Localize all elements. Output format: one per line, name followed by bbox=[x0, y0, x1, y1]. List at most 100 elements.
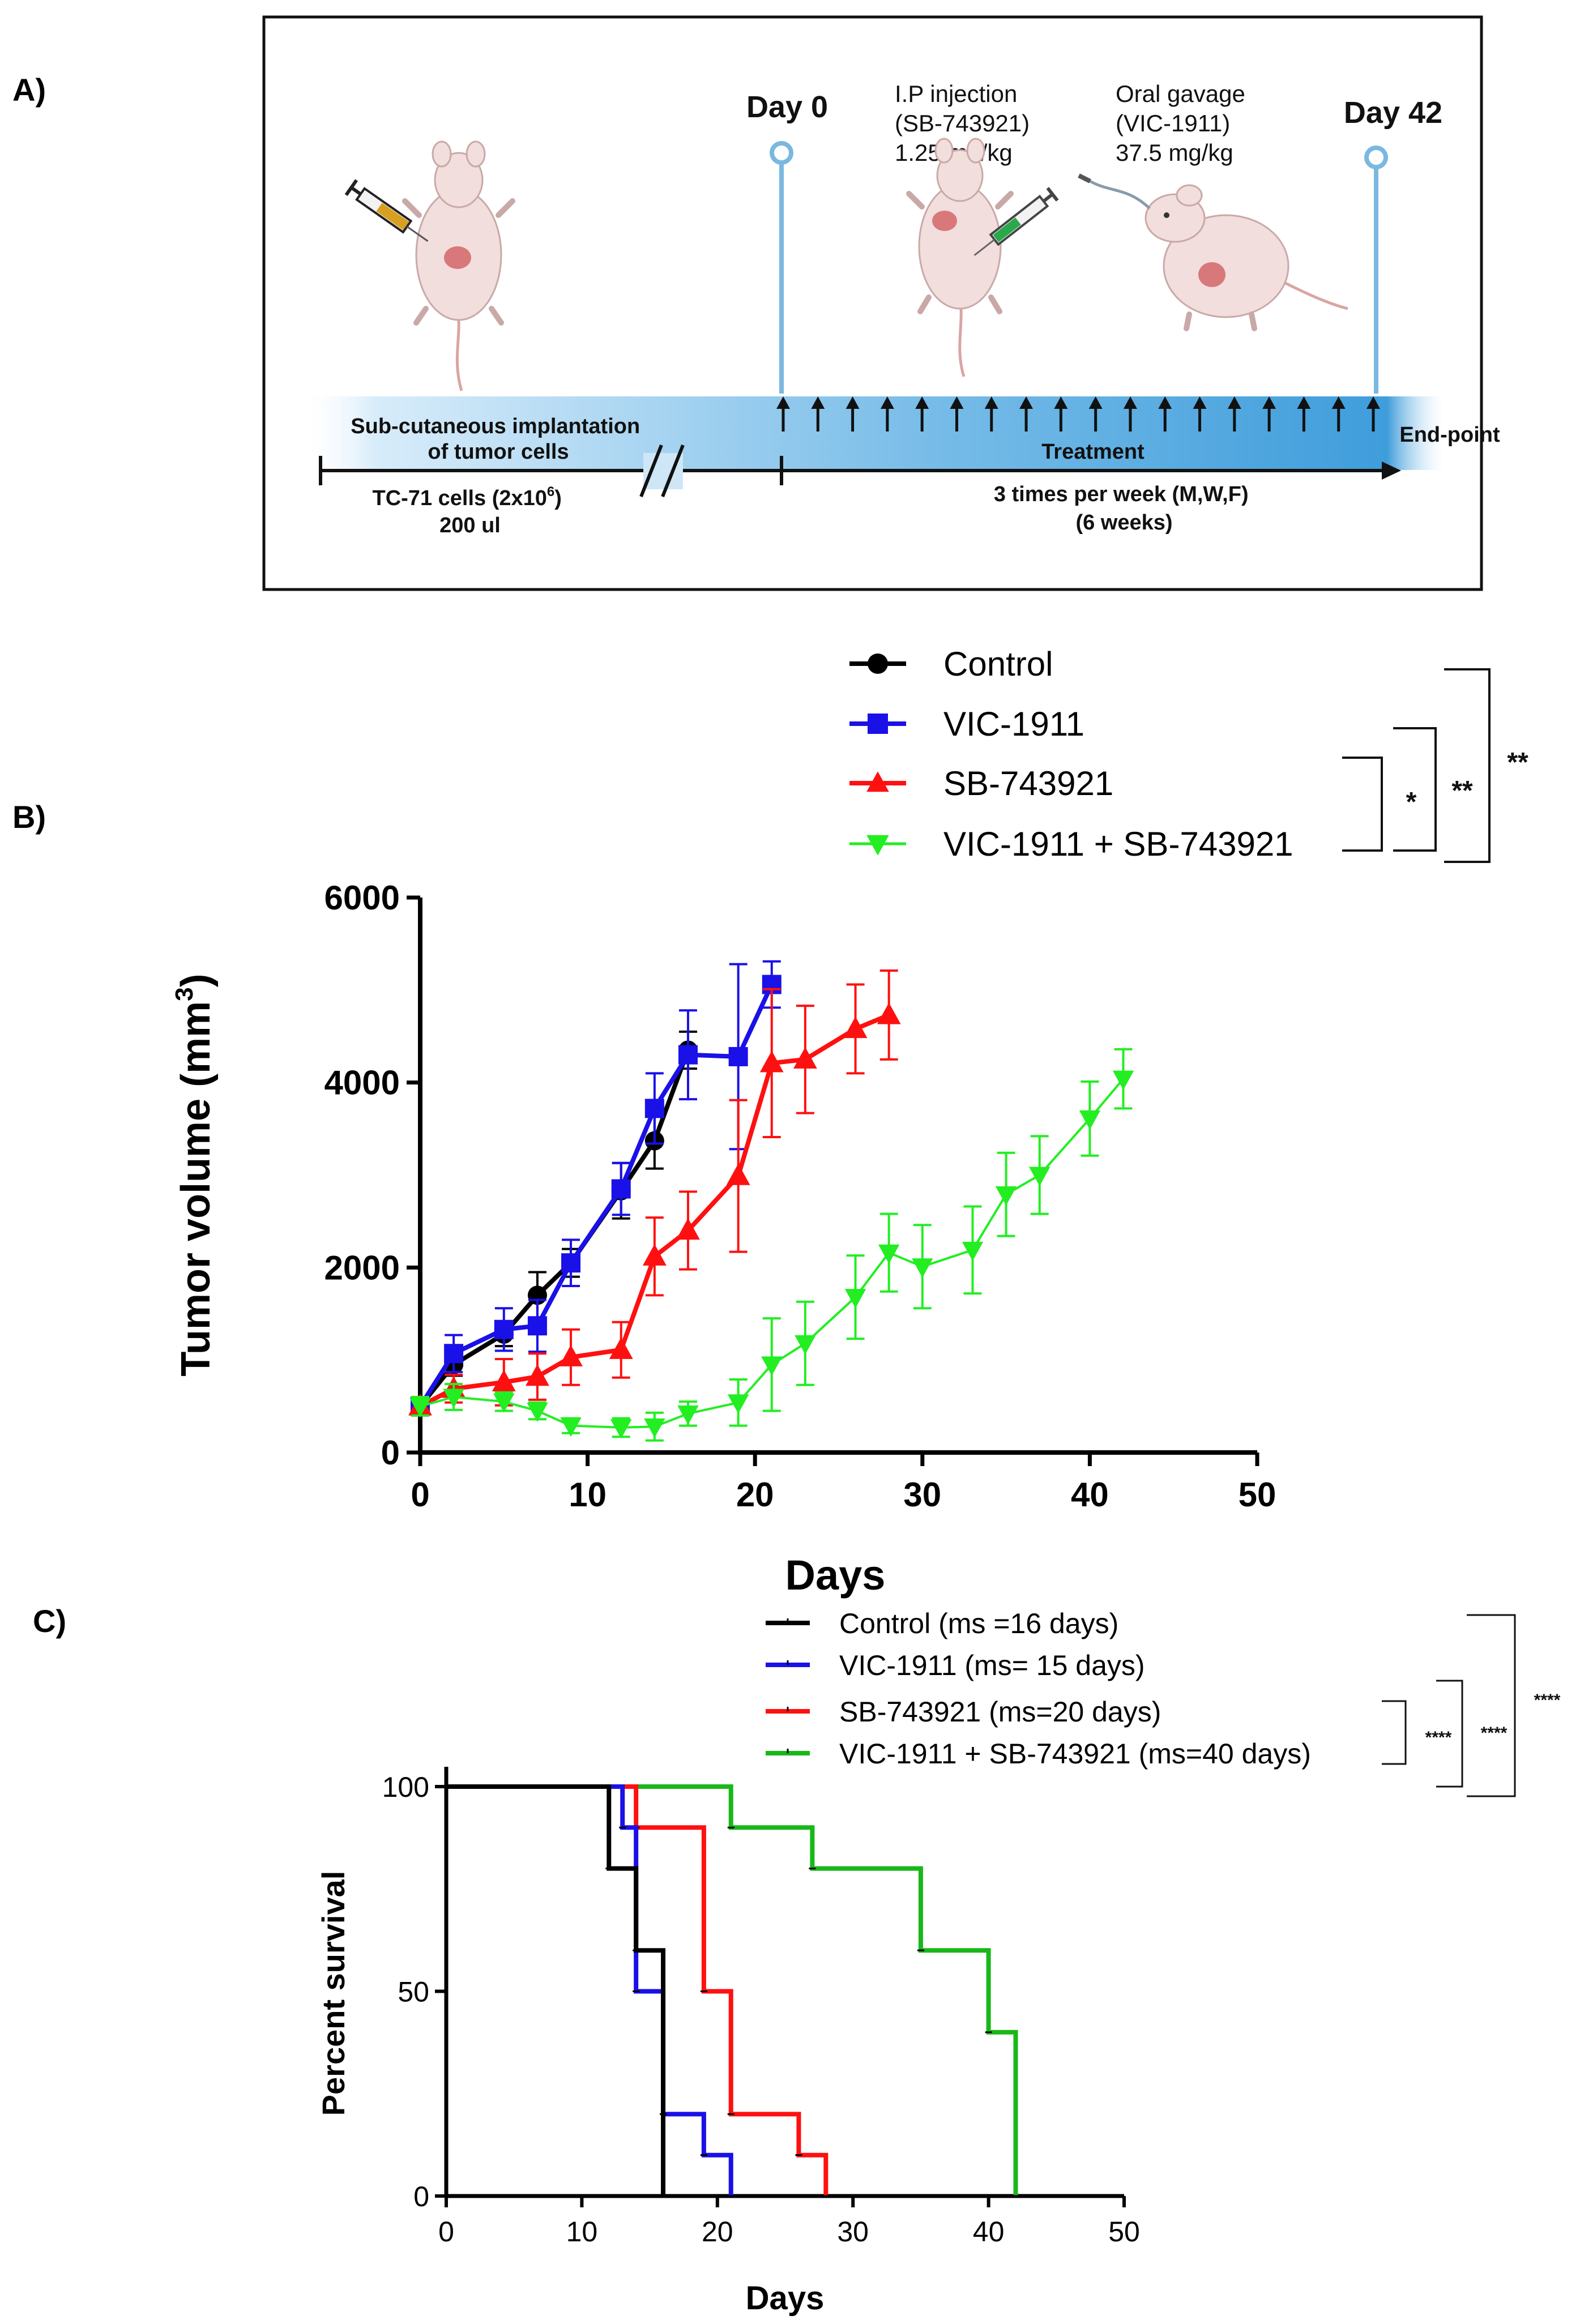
legend-marker bbox=[866, 771, 889, 792]
data-point bbox=[444, 1344, 464, 1364]
treatment-arrow-icon bbox=[1331, 396, 1346, 432]
y-tick-label: 0 bbox=[381, 1434, 400, 1472]
data-point bbox=[443, 1389, 464, 1408]
tumor-icon bbox=[444, 246, 471, 269]
treatment-arrow-icon bbox=[1367, 396, 1380, 432]
legend-marker bbox=[868, 653, 888, 674]
legend-marker bbox=[866, 835, 889, 856]
survival-series-vic1911 bbox=[446, 1784, 735, 2197]
day0-pin-head bbox=[770, 141, 793, 165]
schedule-text: 3 times per week (M,W,F) (6 weeks) bbox=[994, 482, 1254, 535]
timeline-gradient-bar bbox=[306, 396, 1444, 470]
data-point bbox=[560, 1417, 582, 1437]
data-point bbox=[527, 1403, 548, 1422]
legend-label: Control bbox=[943, 645, 1053, 683]
plot-c-series bbox=[446, 1784, 1019, 2197]
significance-brackets-b bbox=[1342, 668, 1491, 863]
data-point bbox=[761, 1356, 783, 1376]
treatment-arrow-icon bbox=[1262, 396, 1276, 432]
legend-label: SB-743921 (ms=20 days) bbox=[839, 1696, 1161, 1728]
data-point bbox=[676, 1218, 700, 1240]
panel-a-label: A) bbox=[12, 72, 46, 108]
day0-label: Day 0 bbox=[746, 90, 828, 124]
x-tick-label: 10 bbox=[566, 2216, 598, 2248]
data-point bbox=[962, 1241, 984, 1261]
y-tick-label: 100 bbox=[382, 1771, 429, 1803]
x-axis-label-b: Days bbox=[785, 1552, 886, 1599]
legend-label: VIC-1911 + SB-743921 bbox=[943, 825, 1293, 863]
gavage-needle-icon bbox=[1078, 173, 1151, 210]
significance-label: ** bbox=[1507, 747, 1528, 777]
data-point bbox=[995, 1186, 1017, 1206]
legend-label: VIC-1911 bbox=[943, 705, 1084, 743]
treatment-arrow-icon bbox=[776, 396, 790, 432]
treatment-arrow-icon bbox=[1123, 396, 1137, 432]
plot-b-ticks: 0 10 20 30 40 50 0 2000 4000 6000 bbox=[324, 879, 1276, 1514]
data-point bbox=[677, 1405, 699, 1425]
data-point bbox=[795, 1335, 816, 1355]
mouse-icon bbox=[1145, 184, 1348, 331]
treatment-arrow-icon bbox=[1054, 396, 1068, 432]
x-tick-label: 0 bbox=[411, 1476, 429, 1514]
x-tick-label: 40 bbox=[973, 2216, 1005, 2248]
treatment-arrow-icon bbox=[1158, 396, 1172, 432]
data-point bbox=[843, 1016, 868, 1039]
data-point bbox=[728, 1046, 748, 1066]
legend-item: VIC-1911 bbox=[849, 705, 1084, 743]
data-point bbox=[1079, 1110, 1101, 1130]
day42-label: Day 42 bbox=[1344, 96, 1442, 130]
legend-item: Control (ms =16 days) bbox=[766, 1608, 1118, 1639]
data-point bbox=[878, 1244, 900, 1264]
treatment-arrow-icon bbox=[950, 396, 964, 432]
y-tick-label: 4000 bbox=[324, 1064, 400, 1102]
data-point bbox=[409, 1398, 431, 1417]
treatment-label: Treatment bbox=[1041, 440, 1145, 464]
data-point bbox=[559, 1344, 583, 1366]
y-axis-label-c: Percent survival bbox=[315, 1871, 351, 2116]
treatment-arrow-icon bbox=[880, 396, 894, 432]
x-tick-label: 50 bbox=[1108, 2216, 1140, 2248]
y-tick-label: 50 bbox=[398, 1976, 429, 2008]
ip-injection-text: I.P injection (SB-743921) 1.25 mg/kg bbox=[895, 80, 1036, 166]
cells-text: TC-71 cells (2x106) 200 ul bbox=[373, 484, 568, 537]
plot-c-ticks: 0 10 20 30 40 50 0 50 100 bbox=[382, 1771, 1140, 2248]
legend-item: Control bbox=[849, 645, 1053, 683]
data-point bbox=[609, 1337, 633, 1359]
panel-c-label: C) bbox=[33, 1603, 66, 1639]
y-axis-label-b: Tumor volume (mm3) bbox=[170, 973, 219, 1376]
treatment-arrow-icon bbox=[1193, 396, 1207, 432]
data-point bbox=[726, 1163, 750, 1185]
y-tick-label: 0 bbox=[413, 2181, 429, 2212]
treatment-arrow-icon bbox=[984, 396, 998, 432]
data-point bbox=[493, 1393, 515, 1413]
data-point bbox=[1029, 1167, 1051, 1186]
x-tick-label: 20 bbox=[702, 2216, 733, 2248]
survival-step-line bbox=[446, 1784, 666, 2196]
treatment-arrow-icon bbox=[1088, 396, 1103, 432]
legend-b: Control VIC-1911 SB-743921 VIC-1911 + SB-74… bbox=[849, 645, 1293, 863]
plot-c-axes bbox=[444, 1767, 1124, 2198]
series-combo_b bbox=[409, 1048, 1134, 1442]
data-point bbox=[561, 1253, 581, 1273]
x-axis-label-c: Days bbox=[746, 2280, 825, 2317]
treatment-arrow-icon bbox=[811, 396, 825, 432]
significance-label: **** bbox=[1534, 1691, 1561, 1710]
plot-b-axes bbox=[418, 898, 1257, 1455]
survival-step-line bbox=[446, 1784, 733, 2196]
survival-step-line bbox=[446, 1784, 829, 2196]
legend-item: VIC-1911 + SB-743921 bbox=[849, 825, 1293, 863]
significance-brackets-c bbox=[1382, 1614, 1516, 1797]
legend-marker bbox=[868, 714, 888, 734]
legend-label: VIC-1911 (ms= 15 days) bbox=[839, 1650, 1145, 1681]
panel-a: A) Day 0 Day 42 I.P injection (SB-743921… bbox=[12, 15, 1500, 591]
survival-series-control bbox=[446, 1784, 667, 2197]
syringe-icon bbox=[973, 187, 1059, 256]
legend-item: VIC-1911 (ms= 15 days) bbox=[766, 1650, 1145, 1681]
mouse-icon bbox=[906, 138, 1014, 377]
significance-label: * bbox=[1406, 787, 1417, 817]
x-tick-label: 10 bbox=[569, 1476, 607, 1514]
legend-label: VIC-1911 + SB-743921 (ms=40 days) bbox=[839, 1738, 1311, 1770]
panel-c: C) Control (ms =16 days) VIC-1911 (ms= 15… bbox=[33, 1603, 1561, 2317]
data-point bbox=[526, 1364, 549, 1386]
legend-item: SB-743921 (ms=20 days) bbox=[766, 1696, 1161, 1728]
